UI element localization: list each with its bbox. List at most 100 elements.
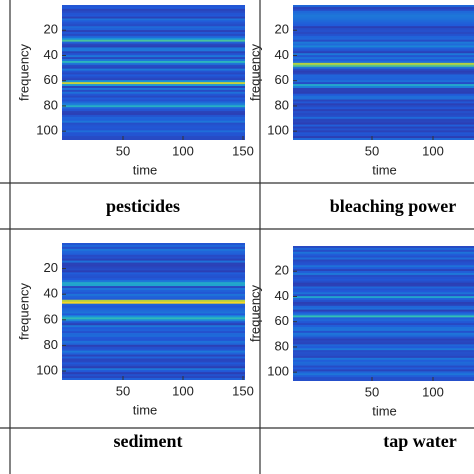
heatmap-stripe xyxy=(293,14,474,17)
heatmap-stripe xyxy=(293,278,474,282)
heatmap-stripe xyxy=(293,114,474,118)
heatmap-stripe xyxy=(62,53,245,56)
heatmap-stripe xyxy=(293,20,474,23)
heatmap-stripe xyxy=(62,62,245,66)
heatmap-stripe xyxy=(293,47,474,50)
heatmap-stripe xyxy=(293,59,474,62)
heatmap-stripe xyxy=(62,45,245,48)
heatmap-stripe xyxy=(293,354,474,357)
heatmap-stripe xyxy=(62,358,245,361)
heatmap-stripe xyxy=(293,361,474,365)
heatmap-stripe xyxy=(62,66,245,70)
heatmap-stripe xyxy=(62,366,245,369)
heatmap-stripe xyxy=(293,12,474,16)
x-tick-label: 150 xyxy=(232,143,254,158)
heatmap-stripe xyxy=(293,122,474,125)
x-tick-label: 100 xyxy=(422,143,444,158)
y-tick-label: 80 xyxy=(44,97,58,112)
heatmap-stripe xyxy=(62,51,245,54)
heatmap-stripe xyxy=(62,280,245,283)
heatmap-stripe xyxy=(293,330,474,334)
heatmap-stripe xyxy=(62,64,245,68)
heatmap-stripe xyxy=(293,303,474,307)
heatmap-stripe xyxy=(62,250,245,254)
heatmap-stripe xyxy=(293,371,474,374)
heatmap-stripe xyxy=(293,30,474,33)
heatmap-stripe xyxy=(62,299,245,303)
heatmap-stripe xyxy=(293,338,474,341)
y-tick-label: 40 xyxy=(44,286,58,301)
heatmap-stripe xyxy=(62,286,245,289)
heatmap-stripe xyxy=(62,362,245,365)
heatmap-stripe xyxy=(62,10,245,14)
heatmap-stripe xyxy=(293,321,474,324)
heatmap-stripe xyxy=(293,60,474,64)
heatmap-stripe xyxy=(293,95,474,98)
caption: sediment xyxy=(114,431,183,451)
heatmap-stripe xyxy=(62,39,245,43)
y-axis-label: frequency xyxy=(16,282,31,340)
caption: pesticides xyxy=(106,196,180,216)
heatmap-stripe xyxy=(62,105,245,108)
heatmap-stripe xyxy=(62,356,245,359)
heatmap-stripe xyxy=(62,352,245,355)
heatmap-stripe xyxy=(62,43,245,46)
heatmap-stripe xyxy=(293,355,474,359)
heatmap-stripe xyxy=(293,246,474,249)
heatmap-stripe xyxy=(293,93,474,97)
heatmap-stripe xyxy=(293,120,474,124)
heatmap-stripe xyxy=(293,251,474,255)
heatmap-stripe xyxy=(62,86,245,89)
heatmap-stripe xyxy=(62,274,245,277)
heatmap-stripe xyxy=(293,72,474,75)
y-tick-label: 100 xyxy=(36,362,58,377)
heatmap-stripe xyxy=(62,329,245,332)
heatmap-stripe xyxy=(293,118,474,122)
heatmap-stripe xyxy=(62,84,245,87)
heatmap-stripe xyxy=(293,128,474,131)
heatmap-stripe xyxy=(62,374,245,377)
heatmap-stripe xyxy=(62,126,245,129)
heatmap-stripe xyxy=(293,288,474,291)
heatmap-stripe xyxy=(62,103,245,106)
y-tick-label: 60 xyxy=(44,72,58,87)
heatmap-stripe xyxy=(293,276,474,280)
heatmap xyxy=(62,243,245,380)
heatmap-stripe xyxy=(293,124,474,127)
heatmap-stripe xyxy=(293,41,474,44)
heatmap-stripe xyxy=(293,43,474,46)
y-tick-label: 80 xyxy=(44,337,58,352)
heatmap-stripe xyxy=(62,118,245,122)
heatmap-stripe xyxy=(293,68,474,71)
heatmap-stripe xyxy=(62,18,245,21)
heatmap-stripe xyxy=(62,130,245,133)
heatmap-stripe xyxy=(62,260,245,263)
heatmap-stripe xyxy=(62,372,245,375)
heatmap-stripe xyxy=(293,269,474,272)
heatmap-stripe xyxy=(62,124,245,127)
y-axis-label: frequency xyxy=(247,43,262,101)
y-tick-label: 100 xyxy=(36,123,58,138)
heatmap-stripe xyxy=(293,107,474,110)
heatmap-stripe xyxy=(293,379,474,381)
heatmap-stripe xyxy=(293,363,474,366)
heatmap-stripe xyxy=(293,296,474,299)
heatmap-stripe xyxy=(62,91,245,95)
heatmap-stripe xyxy=(293,271,474,274)
heatmap-stripe xyxy=(62,284,245,287)
heatmap-stripe xyxy=(293,373,474,376)
heatmap-stripe xyxy=(62,22,245,25)
heatmap-stripe xyxy=(62,93,245,97)
heatmap-stripe xyxy=(293,315,474,318)
heatmap-stripe xyxy=(293,26,474,29)
y-tick-label: 80 xyxy=(275,97,289,112)
heatmap-stripe xyxy=(293,55,474,58)
heatmap-stripe xyxy=(62,49,245,52)
y-tick-label: 20 xyxy=(275,263,289,278)
heatmap-stripe xyxy=(293,342,474,345)
heatmap-stripe xyxy=(62,338,245,342)
heatmap-stripe xyxy=(62,68,245,71)
heatmap-stripe xyxy=(62,246,245,250)
heatmap-stripe xyxy=(62,276,245,279)
heatmap-stripe xyxy=(62,109,245,112)
